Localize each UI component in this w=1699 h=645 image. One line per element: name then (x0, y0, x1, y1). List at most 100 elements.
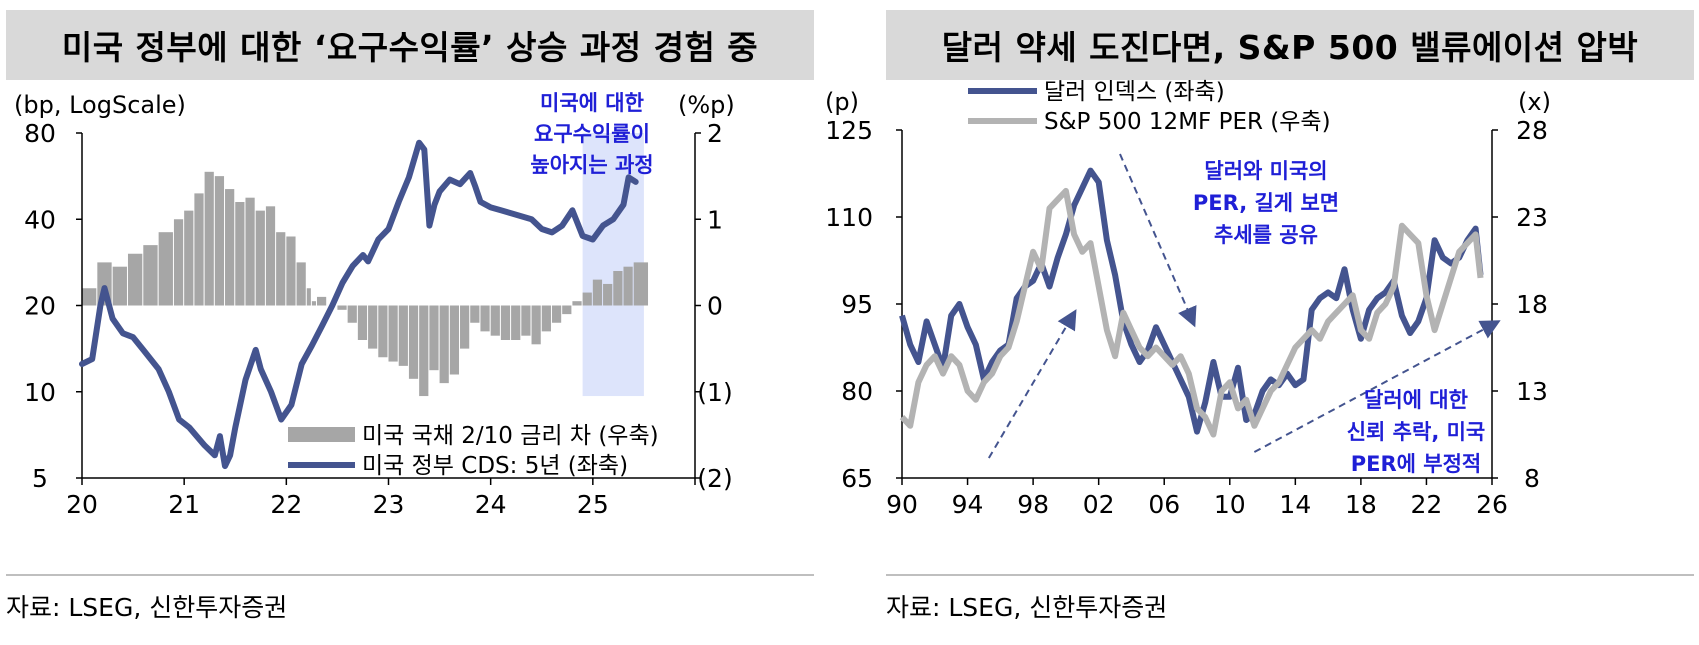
right-annotation-2-line-1: 신뢰 추락, 미국 (1347, 420, 1486, 444)
spread-bar (347, 305, 357, 323)
cds-line (79, 139, 639, 470)
x-tick-label: 26 (1476, 490, 1508, 519)
spread-bar (82, 288, 97, 306)
spread-bar (311, 301, 316, 306)
spread-bar (613, 271, 623, 306)
y-right-tick-label: (1) (697, 378, 732, 407)
spread-bar (255, 210, 265, 306)
right-chart-svg: 125 110 95 80 65 28 23 18 13 8 90 94 98 02 06 10 14 18 22 2… (825, 79, 1551, 519)
right-annotation-2-line-0: 달러에 대한 (1364, 388, 1468, 412)
spread-bar (470, 305, 480, 323)
spread-bar (449, 305, 460, 375)
right-annotation-1-line-2: 추세를 공유 (1214, 223, 1318, 247)
spread-bar (143, 245, 158, 306)
left-annotation-line-1: 요구수익률이 (534, 122, 650, 146)
spread-bar (572, 301, 582, 306)
spread-bar (306, 288, 311, 306)
y-left-tick-label: 80 (24, 119, 56, 148)
left-divider (6, 574, 814, 576)
legend-swatch-spread (288, 427, 355, 442)
right-annotation-1-line-1: PER, 길게 보면 (1193, 191, 1339, 215)
y-left-tick-label: 95 (841, 290, 873, 319)
y-left-tick-label: 5 (32, 464, 48, 493)
spread-bar (158, 232, 173, 306)
spread-bar (235, 202, 245, 306)
spread-bar (296, 262, 306, 306)
y-right-tick-label: 23 (1516, 203, 1548, 232)
x-tick-label: 02 (1083, 490, 1115, 519)
spread-bar (184, 210, 194, 306)
spread-bar (204, 171, 214, 306)
legend-label-dollar: 달러 인덱스 (좌축) (1044, 79, 1225, 105)
y-left-unit-label: (p) (825, 88, 859, 116)
left-source-note: 자료: LSEG, 신한투자증권 (6, 593, 288, 622)
x-tick-label: 98 (1017, 490, 1049, 519)
left-chart-title: 미국 정부에 대한 ‘요구수익률’ 상승 과정 경험 중 (6, 10, 814, 80)
x-tick-label: 10 (1214, 490, 1246, 519)
spread-bar (408, 305, 419, 379)
spread-bar (429, 305, 439, 371)
left-chart-panel: 미국 정부에 대한 ‘요구수익률’ 상승 과정 경험 중 80 40 20 10 5 2 1… (0, 0, 849, 645)
spread-bar (276, 232, 286, 306)
falling-trend-arrow (1119, 153, 1197, 328)
spread-bar (286, 236, 296, 306)
y-left-tick-label: 110 (825, 203, 873, 232)
spread-bar (551, 305, 562, 323)
spread-bar (439, 305, 449, 384)
spread-bar (592, 279, 603, 306)
y-right-tick-label: (2) (697, 464, 732, 493)
x-tick-label: 18 (1345, 490, 1377, 519)
x-tick-label: 90 (886, 490, 918, 519)
y-left-tick-label: 20 (24, 292, 56, 321)
y-left-unit-label: (bp, LogScale) (14, 91, 186, 119)
spread-bar (500, 305, 511, 340)
y-right-unit-label: (x) (1518, 88, 1551, 116)
x-tick-label: 22 (270, 490, 302, 519)
spread-bar (388, 305, 398, 362)
highlight-band (582, 133, 644, 397)
spread-bar (511, 305, 521, 340)
x-tick-label: 14 (1279, 490, 1311, 519)
legend-label-per: S&P 500 12MF PER (우축) (1044, 109, 1331, 135)
spread-bar (378, 305, 388, 358)
spread-bar (225, 189, 235, 306)
spread-bar (194, 193, 204, 306)
spread-bar (521, 305, 531, 336)
spread-bar (368, 305, 378, 349)
x-tick-label: 94 (952, 490, 984, 519)
x-tick-label: 25 (577, 490, 609, 519)
y-right-tick-label: 2 (707, 119, 723, 148)
spread-bar (603, 283, 613, 306)
right-divider (886, 574, 1694, 576)
y-right-tick-label: 13 (1516, 377, 1548, 406)
spread-bar (214, 176, 225, 306)
y-right-tick-label: 18 (1516, 290, 1548, 319)
right-chart-title: 달러 약세 도진다면, S&P 500 밸류에이션 압박 (886, 10, 1694, 80)
spread-bar (623, 266, 633, 306)
x-tick-label: 24 (475, 490, 507, 519)
spread-bar (173, 219, 184, 306)
spread-bar (490, 305, 500, 336)
y-left-tick-label: 10 (24, 378, 56, 407)
spread-bar (480, 305, 490, 332)
x-tick-label: 22 (1411, 490, 1443, 519)
spread-bar (398, 305, 408, 366)
spread-bar (562, 305, 572, 315)
x-tick-label: 06 (1148, 490, 1180, 519)
spread-bar (541, 305, 551, 332)
spread-bar (582, 292, 592, 306)
spread-bar (316, 296, 327, 306)
x-tick-label: 20 (66, 490, 98, 519)
x-tick-label: 23 (373, 490, 405, 519)
sp500-per-line (899, 187, 1484, 438)
right-annotation-1-line-0: 달러와 미국의 (1204, 159, 1327, 183)
spread-bar (265, 206, 276, 306)
legend-label-cds: 미국 정부 CDS: 5년 (좌축) (362, 453, 628, 479)
spread-bar (127, 253, 143, 306)
right-annotation-2-line-2: PER에 부정적 (1351, 452, 1482, 476)
dollar-index-line (899, 167, 1484, 435)
right-chart-panel: 달러 약세 도진다면, S&P 500 밸류에이션 압박 125 110 95 80 6… (825, 0, 1699, 645)
spread-bar (633, 262, 649, 306)
rising-trend-arrow (987, 309, 1077, 459)
